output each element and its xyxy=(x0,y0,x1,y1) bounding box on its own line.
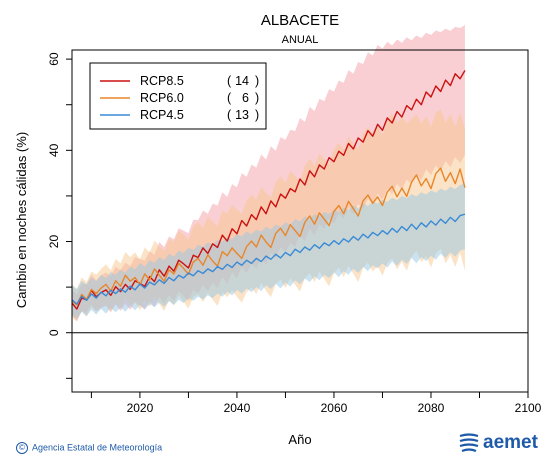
plot-frame xyxy=(71,49,529,393)
aemet-logo: aemet xyxy=(458,432,538,454)
line-rcp60 xyxy=(71,167,466,306)
footer-credit-text: Agencia Estatal de Meteorología xyxy=(32,442,163,453)
legend-label-rcp60: RCP6.0 xyxy=(140,91,184,105)
line-rcp45 xyxy=(71,213,466,305)
y-tick-label: 20 xyxy=(47,235,61,249)
legend-label-rcp45: RCP4.5 xyxy=(140,108,184,122)
chart-title: ALBACETE xyxy=(261,12,339,29)
legend-count-rcp45: 13 xyxy=(235,108,249,122)
legend-label-rcp85: RCP8.5 xyxy=(140,74,184,88)
legend-count-close-rcp85: ) xyxy=(255,74,259,88)
legend-count-rcp85: 14 xyxy=(235,74,249,88)
y-tick-label: 40 xyxy=(47,143,61,157)
legend-count-open-rcp45: ( xyxy=(227,108,232,122)
aemet-logo-text: aemet xyxy=(483,432,538,453)
legend-count-open-rcp85: ( xyxy=(227,74,232,88)
series-lines xyxy=(71,70,466,310)
band-rcp45 xyxy=(72,183,465,320)
x-tick-label: 2040 xyxy=(224,401,251,415)
x-tick-label: 2100 xyxy=(515,401,542,415)
y-tick-label: 0 xyxy=(47,329,61,336)
legend: RCP8.5 ( 14 ) RCP6.0 ( 6 ) RCP4.5 ( 13 ) xyxy=(89,62,267,130)
y-axis-label: Cambio en noches cálidas (%) xyxy=(14,132,29,308)
legend-count-close-rcp60: ) xyxy=(255,91,259,105)
y-tick-label: 60 xyxy=(47,52,61,66)
chart-subtitle: ANUAL xyxy=(282,34,319,46)
footer-credit: © Agencia Estatal de Meteorología xyxy=(16,442,162,454)
x-axis-label: Año xyxy=(288,432,311,447)
aemet-logo-icon xyxy=(459,433,479,453)
legend-count-open-rcp60: ( xyxy=(227,91,232,105)
legend-count-close-rcp45: ) xyxy=(255,108,259,122)
x-tick-label: 2060 xyxy=(321,401,348,415)
x-tick-label: 2080 xyxy=(418,401,445,415)
legend-box xyxy=(89,62,267,130)
legend-count-rcp60: 6 xyxy=(242,91,249,105)
x-tick-label: 2020 xyxy=(127,401,154,415)
copyright-icon: © xyxy=(16,442,28,454)
